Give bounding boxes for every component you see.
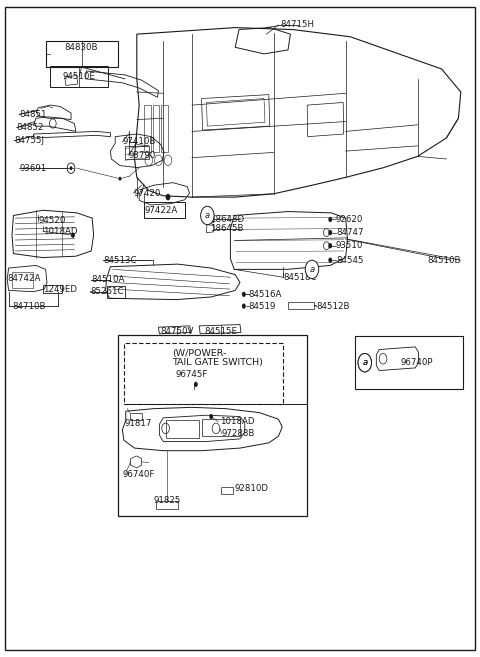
- Text: a: a: [362, 358, 367, 367]
- Text: 84851: 84851: [19, 110, 47, 119]
- Circle shape: [328, 230, 332, 235]
- Text: 1018AD: 1018AD: [43, 227, 78, 236]
- Text: 84512B: 84512B: [317, 302, 350, 311]
- Bar: [46, 41, 118, 67]
- Circle shape: [358, 353, 372, 372]
- Bar: [156, 501, 178, 509]
- Text: 18645B: 18645B: [210, 224, 244, 233]
- Text: 92810D: 92810D: [234, 484, 268, 493]
- Text: 84518C: 84518C: [283, 273, 317, 282]
- Circle shape: [194, 382, 198, 387]
- Circle shape: [71, 233, 75, 238]
- Circle shape: [201, 206, 214, 225]
- Bar: [221, 487, 233, 494]
- Bar: [118, 335, 307, 516]
- Text: 84830B: 84830B: [65, 43, 98, 52]
- Bar: [144, 202, 185, 218]
- Text: 84510A: 84510A: [91, 275, 125, 284]
- Bar: [50, 66, 108, 87]
- Text: 1018AD: 1018AD: [220, 417, 254, 426]
- Circle shape: [328, 243, 332, 248]
- Circle shape: [328, 217, 332, 222]
- Text: 97420: 97420: [133, 189, 161, 198]
- Circle shape: [209, 414, 213, 419]
- Text: 91817: 91817: [124, 419, 152, 428]
- Circle shape: [242, 292, 246, 297]
- Text: 84516A: 84516A: [249, 290, 282, 299]
- Text: 93510: 93510: [336, 241, 363, 250]
- Text: 97422A: 97422A: [145, 206, 178, 215]
- Text: 84742A: 84742A: [7, 274, 41, 283]
- Text: 92620: 92620: [336, 215, 363, 224]
- Text: 18643D: 18643D: [210, 215, 244, 224]
- Circle shape: [242, 304, 246, 309]
- Text: (W/POWER-: (W/POWER-: [172, 349, 226, 358]
- Text: 94520: 94520: [38, 216, 66, 225]
- Text: 96740P: 96740P: [401, 358, 433, 367]
- Bar: [107, 286, 125, 298]
- Text: 91825: 91825: [153, 496, 181, 505]
- Text: 84513C: 84513C: [103, 256, 137, 265]
- Bar: [288, 302, 314, 309]
- Circle shape: [119, 177, 121, 181]
- Bar: [166, 420, 199, 438]
- Text: a: a: [362, 358, 367, 367]
- Text: 97288B: 97288B: [222, 429, 255, 438]
- Text: 97410B: 97410B: [122, 137, 156, 147]
- Text: a: a: [310, 265, 314, 274]
- Circle shape: [305, 260, 319, 279]
- Bar: [130, 413, 142, 420]
- Text: 84715H: 84715H: [281, 20, 314, 30]
- Text: 94510E: 94510E: [63, 72, 96, 81]
- Text: 96740F: 96740F: [122, 470, 155, 479]
- Text: a: a: [205, 211, 210, 220]
- Text: 84515E: 84515E: [204, 327, 237, 336]
- Text: 93691: 93691: [19, 164, 47, 173]
- Text: 85261C: 85261C: [90, 287, 124, 296]
- Bar: [124, 343, 283, 404]
- Bar: [43, 285, 62, 293]
- Circle shape: [358, 353, 372, 372]
- Text: TAIL GATE SWITCH): TAIL GATE SWITCH): [172, 358, 263, 367]
- Text: 84710B: 84710B: [12, 302, 46, 311]
- Circle shape: [70, 166, 72, 170]
- Bar: [125, 146, 149, 159]
- Bar: [12, 272, 33, 288]
- Text: 93790: 93790: [129, 150, 156, 160]
- Text: 84755J: 84755J: [14, 136, 44, 145]
- Text: 84852: 84852: [17, 123, 44, 132]
- Text: 84750V: 84750V: [160, 327, 193, 336]
- Circle shape: [166, 194, 170, 200]
- Bar: [355, 336, 463, 389]
- Text: 1249ED: 1249ED: [43, 284, 77, 294]
- Circle shape: [328, 258, 332, 263]
- Text: 96745F: 96745F: [176, 370, 208, 379]
- Text: 84519: 84519: [249, 302, 276, 311]
- Text: 84545: 84545: [336, 256, 363, 265]
- Bar: [202, 419, 240, 436]
- Text: 84747: 84747: [336, 228, 363, 237]
- Text: 84510B: 84510B: [427, 256, 461, 265]
